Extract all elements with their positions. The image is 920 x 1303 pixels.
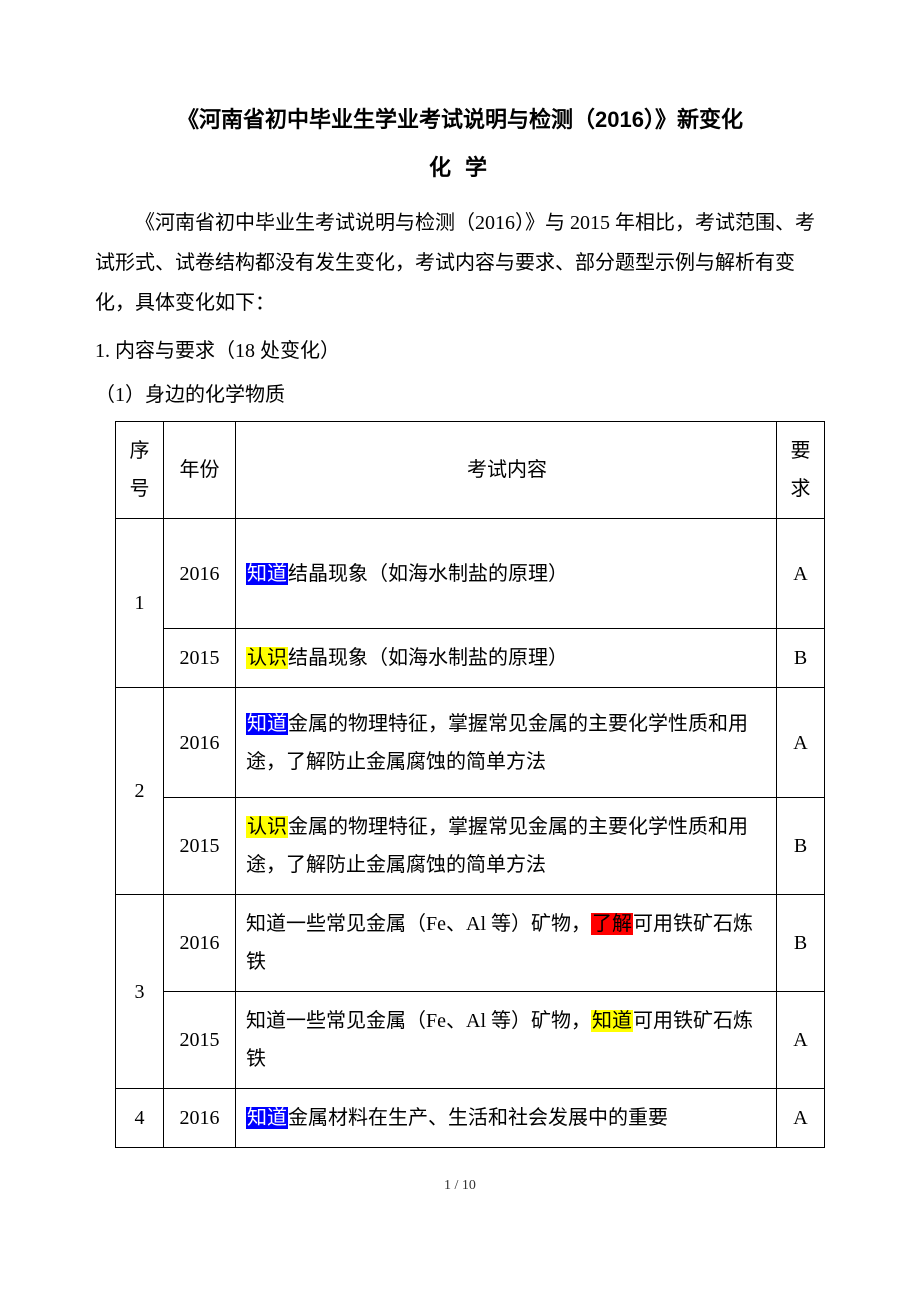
table-row: 3 2016 知道一些常见金属（Fe、Al 等）矿物，了解可用铁矿石炼铁 B xyxy=(116,895,825,992)
page-footer: 1 / 10 xyxy=(95,1178,825,1194)
table-header-row: 序号 年份 考试内容 要求 xyxy=(116,422,825,519)
text-segment: 知道 xyxy=(246,1107,288,1129)
text-segment: 金属的物理特征，掌握常见金属的主要化学性质和用途，了解防止金属腐蚀的简单方法 xyxy=(246,816,748,876)
table-row: 1 2016 知道结晶现象（如海水制盐的原理） A xyxy=(116,519,825,629)
cell-req: A xyxy=(777,992,825,1089)
cell-year: 2015 xyxy=(164,798,236,895)
text-segment: 结晶现象（如海水制盐的原理） xyxy=(288,563,568,585)
cell-content: 知道金属材料在生产、生活和社会发展中的重要 xyxy=(236,1089,777,1148)
page-subtitle: 化 学 xyxy=(95,148,825,188)
cell-year: 2016 xyxy=(164,688,236,798)
cell-seq: 1 xyxy=(116,519,164,688)
cell-year: 2015 xyxy=(164,629,236,688)
table-row: 2015 认识结晶现象（如海水制盐的原理） B xyxy=(116,629,825,688)
cell-req: A xyxy=(777,519,825,629)
page-title: 《河南省初中毕业生学业考试说明与检测（2016）》新变化 xyxy=(95,100,825,140)
text-segment: 知道一些常见金属（Fe、Al 等）矿物， xyxy=(246,913,591,935)
table-row: 2015 认识金属的物理特征，掌握常见金属的主要化学性质和用途，了解防止金属腐蚀… xyxy=(116,798,825,895)
text-segment: 结晶现象（如海水制盐的原理） xyxy=(288,647,568,669)
cell-content: 知道一些常见金属（Fe、Al 等）矿物，知道可用铁矿石炼铁 xyxy=(236,992,777,1089)
intro-paragraph: 《河南省初中毕业生考试说明与检测（2016）》与 2015 年相比，考试范围、考… xyxy=(95,203,825,323)
text-segment: 认识 xyxy=(246,816,288,838)
cell-year: 2016 xyxy=(164,895,236,992)
table-row: 2015 知道一些常见金属（Fe、Al 等）矿物，知道可用铁矿石炼铁 A xyxy=(116,992,825,1089)
cell-req: B xyxy=(777,629,825,688)
cell-req: A xyxy=(777,688,825,798)
cell-content: 知道金属的物理特征，掌握常见金属的主要化学性质和用途，了解防止金属腐蚀的简单方法 xyxy=(236,688,777,798)
cell-content: 知道结晶现象（如海水制盐的原理） xyxy=(236,519,777,629)
sub-heading: （1）身边的化学物质 xyxy=(95,375,825,415)
cell-req: B xyxy=(777,798,825,895)
cell-req: A xyxy=(777,1089,825,1148)
header-year: 年份 xyxy=(164,422,236,519)
cell-content: 认识金属的物理特征，掌握常见金属的主要化学性质和用途，了解防止金属腐蚀的简单方法 xyxy=(236,798,777,895)
content-table: 序号 年份 考试内容 要求 1 2016 知道结晶现象（如海水制盐的原理） A … xyxy=(115,421,825,1148)
text-segment: 知道 xyxy=(246,563,288,585)
text-segment: 金属的物理特征，掌握常见金属的主要化学性质和用途，了解防止金属腐蚀的简单方法 xyxy=(246,713,748,773)
text-segment: 认识 xyxy=(246,647,288,669)
cell-year: 2016 xyxy=(164,519,236,629)
text-segment: 知道一些常见金属（Fe、Al 等）矿物， xyxy=(246,1010,591,1032)
table-row: 4 2016 知道金属材料在生产、生活和社会发展中的重要 A xyxy=(116,1089,825,1148)
cell-seq: 2 xyxy=(116,688,164,895)
cell-seq: 3 xyxy=(116,895,164,1089)
cell-year: 2016 xyxy=(164,1089,236,1148)
cell-year: 2015 xyxy=(164,992,236,1089)
header-content: 考试内容 xyxy=(236,422,777,519)
text-segment: 了解 xyxy=(591,913,633,935)
text-segment: 知道 xyxy=(591,1010,633,1032)
cell-content: 知道一些常见金属（Fe、Al 等）矿物，了解可用铁矿石炼铁 xyxy=(236,895,777,992)
cell-content: 认识结晶现象（如海水制盐的原理） xyxy=(236,629,777,688)
cell-req: B xyxy=(777,895,825,992)
cell-seq: 4 xyxy=(116,1089,164,1148)
header-req: 要求 xyxy=(777,422,825,519)
section-heading: 1. 内容与要求（18 处变化） xyxy=(95,331,825,371)
header-seq: 序号 xyxy=(116,422,164,519)
table-row: 2 2016 知道金属的物理特征，掌握常见金属的主要化学性质和用途，了解防止金属… xyxy=(116,688,825,798)
text-segment: 知道 xyxy=(246,713,288,735)
text-segment: 金属材料在生产、生活和社会发展中的重要 xyxy=(288,1107,668,1129)
